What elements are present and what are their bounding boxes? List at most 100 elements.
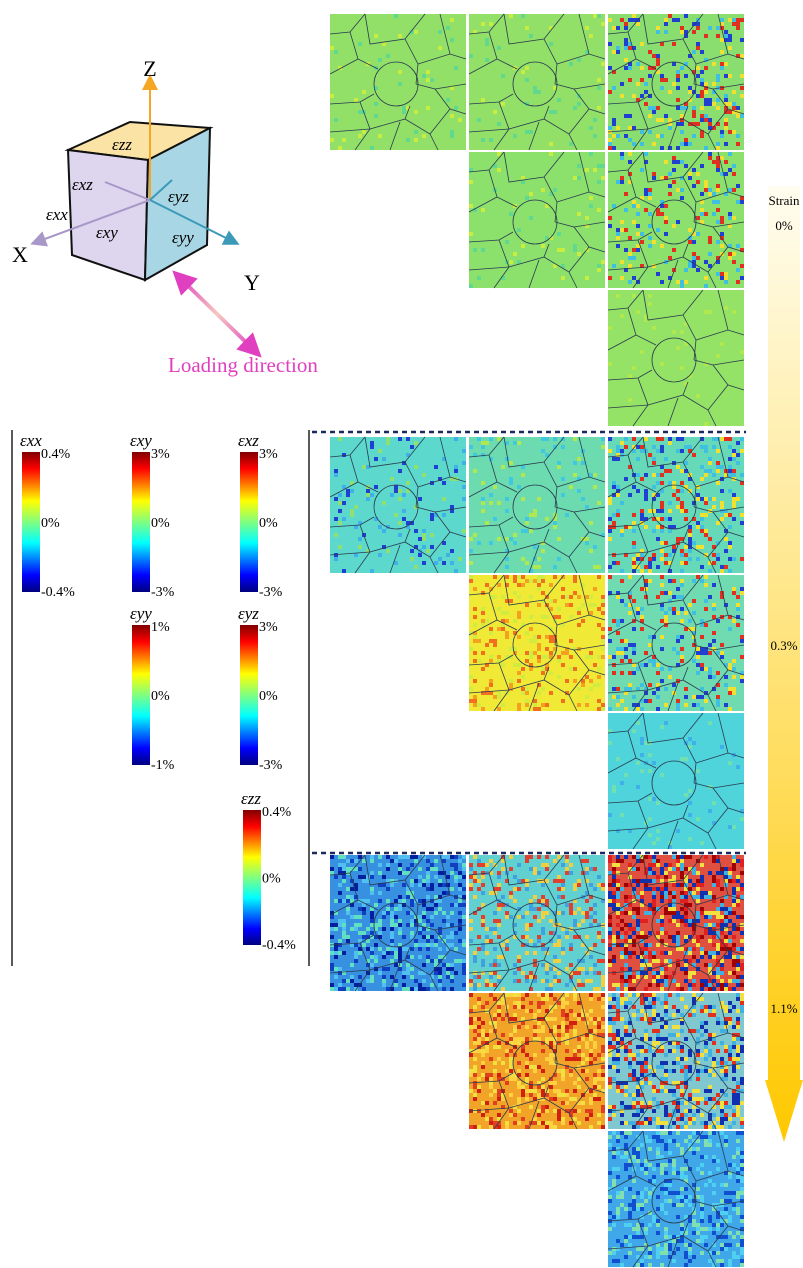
map-pixel — [616, 855, 620, 859]
map-pixel — [728, 557, 732, 561]
map-pixel — [406, 963, 410, 967]
map-pixel — [724, 437, 728, 441]
map-pixel — [616, 493, 620, 497]
map-pixel — [660, 212, 664, 216]
map-pixel — [612, 993, 616, 997]
map-pixel — [334, 533, 338, 537]
map-pixel — [732, 1109, 736, 1113]
map-pixel — [517, 915, 521, 919]
map-pixel — [537, 647, 541, 651]
map-pixel — [632, 437, 636, 441]
map-pixel — [477, 1089, 481, 1093]
map-pixel — [628, 160, 632, 164]
map-pixel — [640, 1069, 644, 1073]
map-pixel — [394, 983, 398, 987]
map-pixel — [462, 497, 466, 501]
map-pixel — [557, 248, 561, 252]
map-pixel — [648, 1081, 652, 1085]
map-pixel — [648, 855, 652, 859]
map-pixel — [398, 899, 402, 903]
map-pixel — [732, 963, 736, 967]
map-pixel — [497, 655, 501, 659]
map-pixel — [616, 485, 620, 489]
map-pixel — [481, 619, 485, 623]
map-pixel — [640, 971, 644, 975]
map-pixel — [652, 797, 656, 801]
map-pixel — [597, 607, 601, 611]
map-pixel — [740, 264, 744, 268]
map-pixel — [696, 46, 700, 50]
map-pixel — [724, 122, 728, 126]
map-pixel — [521, 1085, 525, 1089]
map-pixel — [497, 903, 501, 907]
map-pixel — [692, 979, 696, 983]
map-pixel — [668, 667, 672, 671]
map-pixel — [664, 1077, 668, 1081]
map-pixel — [704, 90, 708, 94]
map-pixel — [410, 903, 414, 907]
map-pixel — [620, 979, 624, 983]
map-pixel — [728, 256, 732, 260]
map-pixel — [513, 134, 517, 138]
map-pixel — [374, 485, 378, 489]
map-pixel — [521, 1117, 525, 1121]
map-pixel — [561, 911, 565, 915]
map-pixel — [374, 457, 378, 461]
map-pixel — [553, 1017, 557, 1021]
map-pixel — [529, 1057, 533, 1061]
map-pixel — [616, 1069, 620, 1073]
map-pixel — [525, 66, 529, 70]
map-pixel — [362, 90, 366, 94]
map-pixel — [688, 837, 692, 841]
map-pixel — [640, 707, 644, 711]
map-pixel — [684, 891, 688, 895]
map-pixel — [616, 915, 620, 919]
map-pixel — [434, 867, 438, 871]
map-pixel — [493, 1089, 497, 1093]
map-pixel — [656, 1089, 660, 1093]
map-pixel — [608, 437, 612, 441]
map-pixel — [601, 939, 605, 943]
map-pixel — [712, 1005, 716, 1009]
map-pixel — [573, 176, 577, 180]
map-pixel — [434, 875, 438, 879]
map-pixel — [700, 94, 704, 98]
map-pixel — [676, 595, 680, 599]
map-pixel — [585, 1069, 589, 1073]
map-pixel — [740, 1121, 744, 1125]
map-pixel — [342, 855, 346, 859]
map-pixel — [688, 737, 692, 741]
map-pixel — [696, 1089, 700, 1093]
map-pixel — [561, 276, 565, 280]
map-pixel — [577, 907, 581, 911]
map-pixel — [704, 98, 708, 102]
map-pixel — [664, 457, 668, 461]
map-pixel — [601, 62, 605, 66]
map-pixel — [414, 441, 418, 445]
map-pixel — [477, 1109, 481, 1113]
map-pixel — [378, 871, 382, 875]
map-pixel — [684, 757, 688, 761]
map-pixel — [430, 983, 434, 987]
map-pixel — [712, 437, 716, 441]
map-pixel — [656, 106, 660, 110]
map-pixel — [676, 651, 680, 655]
map-pixel — [426, 907, 430, 911]
map-pixel — [716, 469, 720, 473]
map-pixel — [509, 1109, 513, 1113]
map-pixel — [537, 855, 541, 859]
map-pixel — [696, 887, 700, 891]
map-pixel — [458, 903, 462, 907]
map-pixel — [652, 993, 656, 997]
map-pixel — [585, 216, 589, 220]
map-pixel — [684, 138, 688, 142]
map-pixel — [616, 134, 620, 138]
map-pixel — [652, 172, 656, 176]
map-pixel — [398, 871, 402, 875]
map-pixel — [668, 911, 672, 915]
map-pixel — [644, 565, 648, 569]
map-pixel — [716, 907, 720, 911]
map-pixel — [517, 663, 521, 667]
map-pixel — [569, 1009, 573, 1013]
map-pixel — [652, 997, 656, 1001]
